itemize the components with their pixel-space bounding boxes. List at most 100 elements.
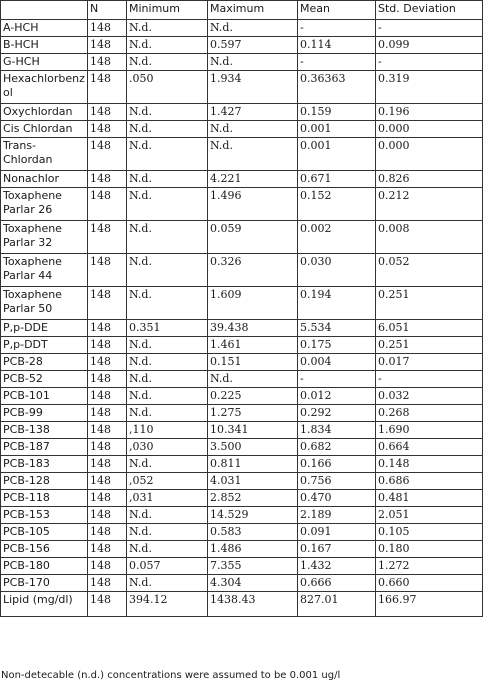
statistics-table-container: N Minimum Maximum Mean Std. Deviation A-… [0, 0, 483, 617]
cell-max: 3.500 [207, 438, 298, 456]
cell-n: 148 [87, 591, 127, 617]
table-row: Toxaphene Parlar 44 148 N.d. 0.326 0.030 0.05… [0, 253, 483, 287]
cell-sd: 0.319 [375, 70, 483, 104]
table-row: PCB-105 148 N.d. 0.583 0.091 0.105 [0, 523, 483, 541]
cell-n: 148 [87, 421, 127, 439]
cell-n: 148 [87, 455, 127, 473]
cell-mean: 0.004 [297, 353, 376, 371]
cell-n: 148 [87, 336, 127, 354]
row-label-cell: PCB-138 [0, 421, 88, 439]
cell-max: 1.461 [207, 336, 298, 354]
table-row: PCB-28 148 N.d. 0.151 0.004 0.017 [0, 353, 483, 371]
cell-mean: 0.666 [297, 574, 376, 592]
cell-mean: 0.292 [297, 404, 376, 422]
cell-n: 148 [87, 472, 127, 490]
cell-mean: 0.756 [297, 472, 376, 490]
cell-max: N.d. [207, 120, 298, 138]
cell-max: 7.355 [207, 557, 298, 575]
cell-n: 148 [87, 170, 127, 188]
row-label-cell: PCB-170 [0, 574, 88, 592]
row-label-cell: A-HCH [0, 19, 88, 37]
cell-mean: - [297, 53, 376, 71]
row-label-cell: Nonachlor [0, 170, 88, 188]
row-label-cell: PCB-101 [0, 387, 88, 405]
cell-n: 148 [87, 540, 127, 558]
cell-sd: 0.686 [375, 472, 483, 490]
table-row: PCB-118 148,031 2.852 0.470 0.481 [0, 489, 483, 507]
table-row: Cis Chlordan 148 N.d. N.d. 0.001 0.000 [0, 120, 483, 138]
cell-mean: 0.175 [297, 336, 376, 354]
cell-mean: 0.002 [297, 220, 376, 254]
cell-sd: 0.008 [375, 220, 483, 254]
row-label-cell: Trans-Chlordan [0, 137, 88, 171]
row-label-cell: G-HCH [0, 53, 88, 71]
cell-max: N.d. [207, 370, 298, 388]
cell-mean: 827.01 [297, 591, 376, 617]
header-cell: Maximum [207, 0, 298, 20]
cell-sd: 0.212 [375, 187, 483, 221]
table-row: G-HCH 148 N.d. N.d. - - [0, 53, 483, 71]
cell-max: N.d. [207, 53, 298, 71]
row-label-cell: Toxaphene Parlar 50 [0, 286, 88, 320]
cell-min: N.d. [126, 36, 208, 54]
cell-n: 148 [87, 557, 127, 575]
cell-min: N.d. [126, 103, 208, 121]
cell-sd: 0.180 [375, 540, 483, 558]
cell-min: N.d. [126, 506, 208, 524]
cell-mean: 0.470 [297, 489, 376, 507]
cell-sd: 166.97 [375, 591, 483, 617]
cell-n: 148 [87, 137, 127, 171]
cell-max: 0.811 [207, 455, 298, 473]
cell-max: 0.583 [207, 523, 298, 541]
cell-n: 148 [87, 103, 127, 121]
table-row: Nonachlor 148 N.d. 4.221 0.671 0.826 [0, 170, 483, 188]
cell-n: 148 [87, 36, 127, 54]
row-label-cell: PCB-52 [0, 370, 88, 388]
cell-sd: 6.051 [375, 319, 483, 337]
cell-sd: 0.251 [375, 286, 483, 320]
cell-mean: - [297, 370, 376, 388]
table-row: Hexachlorbenzol 148.050 1.934 0.36363 0.319 [0, 70, 483, 104]
cell-max: N.d. [207, 19, 298, 37]
cell-min: N.d. [126, 336, 208, 354]
cell-sd: 0.032 [375, 387, 483, 405]
cell-min: N.d. [126, 286, 208, 320]
cell-n: 148 [87, 489, 127, 507]
cell-max: 2.852 [207, 489, 298, 507]
cell-min: N.d. [126, 455, 208, 473]
cell-max: 1.427 [207, 103, 298, 121]
cell-max: 14.529 [207, 506, 298, 524]
cell-min: N.d. [126, 353, 208, 371]
table-row: Lipid (mg/dl) 148 394.12 1438.43 827.01 166.9… [0, 591, 483, 617]
cell-min: N.d. [126, 137, 208, 171]
cell-min: 394.12 [126, 591, 208, 617]
cell-sd: 0.052 [375, 253, 483, 287]
cell-n: 148 [87, 19, 127, 37]
cell-sd: 0.664 [375, 438, 483, 456]
cell-min: ,110 [126, 421, 208, 439]
row-label-cell: P,p-DDT [0, 336, 88, 354]
cell-sd: 0.660 [375, 574, 483, 592]
row-label-cell: PCB-180 [0, 557, 88, 575]
table-row: PCB-156 148 N.d. 1.486 0.167 0.180 [0, 540, 483, 558]
cell-max: N.d. [207, 137, 298, 171]
cell-n: 148 [87, 387, 127, 405]
cell-sd: 0.099 [375, 36, 483, 54]
cell-n: 148 [87, 70, 127, 104]
cell-min: 0.057 [126, 557, 208, 575]
table-row: Oxychlordan 148 N.d. 1.427 0.159 0.196 [0, 103, 483, 121]
row-label-cell: Toxaphene Parlar 26 [0, 187, 88, 221]
cell-sd: 0.148 [375, 455, 483, 473]
cell-sd: - [375, 19, 483, 37]
cell-mean: 0.001 [297, 137, 376, 171]
cell-mean: 1.432 [297, 557, 376, 575]
cell-mean: 5.534 [297, 319, 376, 337]
table-row: PCB-153 148 N.d. 14.529 2.189 2.051 [0, 506, 483, 524]
cell-max: 4.304 [207, 574, 298, 592]
cell-mean: 2.189 [297, 506, 376, 524]
cell-n: 148 [87, 438, 127, 456]
cell-n: 148 [87, 120, 127, 138]
table-row: PCB-138 148,110 10.341 1.834 1.690 [0, 421, 483, 439]
cell-mean: 0.682 [297, 438, 376, 456]
row-label-cell: Toxaphene Parlar 44 [0, 253, 88, 287]
